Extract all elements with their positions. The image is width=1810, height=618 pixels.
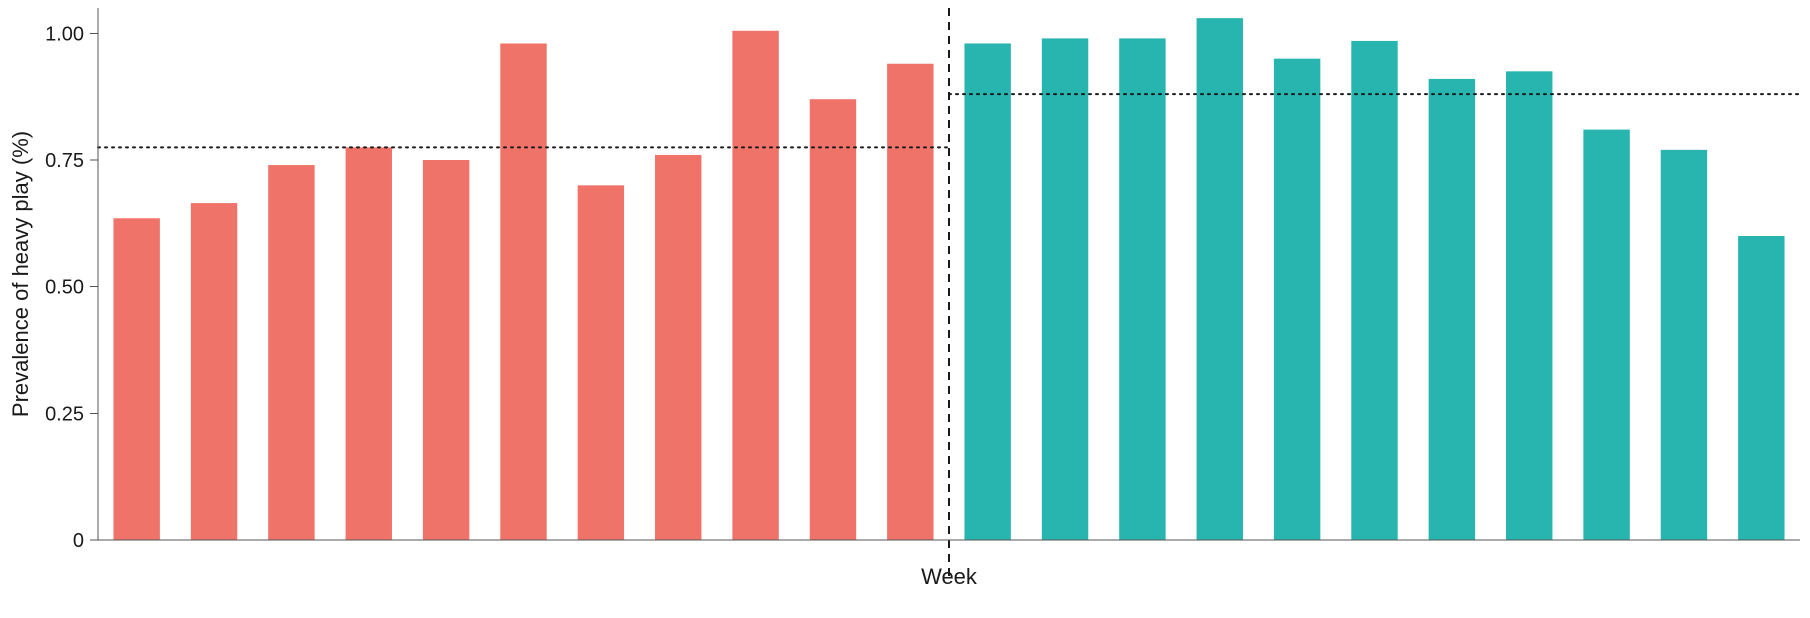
y-tick-label: 0.50 (45, 277, 84, 299)
y-tick-label: 0 (73, 530, 84, 552)
bar: 0.81 (1583, 130, 1629, 540)
bar: 0.91 (1429, 79, 1475, 540)
y-tick-label: 0.25 (45, 403, 84, 425)
bar: 0.665 (191, 203, 237, 540)
bar: 0.94 (887, 64, 933, 540)
bar: 0.99 (1119, 38, 1165, 540)
bar: 0.74 (268, 165, 314, 540)
bar: 0.77 (1661, 150, 1707, 540)
bar: 0.775 (346, 147, 392, 540)
bar: 0.75 (423, 160, 469, 540)
bar: 0.98 (500, 43, 546, 540)
bar: 0.99 (1042, 38, 1088, 540)
bar: 0.7 (578, 185, 624, 540)
bar: 1.03 (1197, 18, 1243, 540)
bar: 0.95 (1274, 59, 1320, 540)
bar: 0.87 (810, 99, 856, 540)
y-tick-label: 1.00 (45, 23, 84, 45)
bar: 0.98 (964, 43, 1010, 540)
bar: 0.6 (1738, 236, 1784, 540)
bar: 0.985 (1351, 41, 1397, 540)
chart-svg: 0.635 0.665 0.74 0.775 0.75 0.98 0.7 0.76 1.005 0… (0, 0, 1810, 618)
bar-chart: 0.635 0.665 0.74 0.775 0.75 0.98 0.7 0.76 1.005 0… (0, 0, 1810, 618)
bar: 0.76 (655, 155, 701, 540)
y-axis-label: Prevalence of heavy play (%) (8, 131, 33, 417)
y-tick-label: 0.75 (45, 150, 84, 172)
x-axis-label: Week (921, 564, 978, 589)
bar: 0.925 (1506, 71, 1552, 540)
bar: 0.635 (113, 218, 159, 540)
bar: 1.005 (732, 31, 778, 540)
